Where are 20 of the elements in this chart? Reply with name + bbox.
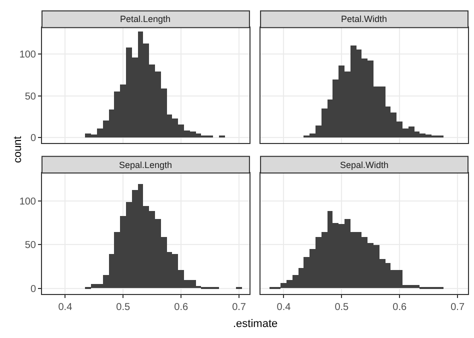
x-axis-title: .estimate [233, 318, 278, 330]
chart-title: Petal.Length [120, 14, 171, 24]
chart-title: Sepal.Width [340, 160, 389, 170]
x-tick-label: 0.6 [392, 302, 408, 313]
y-axis-title: count [12, 136, 24, 164]
y-tick-label: 100 [19, 196, 36, 208]
x-tick-label: 0.4 [58, 302, 73, 313]
x-tick-label: 0.6 [174, 302, 188, 313]
chart-title: Sepal.Length [119, 160, 172, 170]
x-tick-label: 0.4 [276, 302, 292, 313]
x-tick-label: 0.7 [232, 302, 246, 313]
chart-title: Petal.Width [341, 14, 388, 24]
x-tick-label: 0.5 [334, 302, 350, 313]
y-tick-label: 50 [24, 91, 36, 102]
x-tick-label: 0.5 [116, 302, 131, 313]
y-tick-label: 100 [19, 50, 36, 61]
y-tick-label: 50 [24, 240, 36, 252]
y-tick-label: 0 [30, 284, 36, 295]
y-tick-label: 0 [30, 132, 36, 144]
x-tick-label: 0.7 [450, 302, 465, 313]
